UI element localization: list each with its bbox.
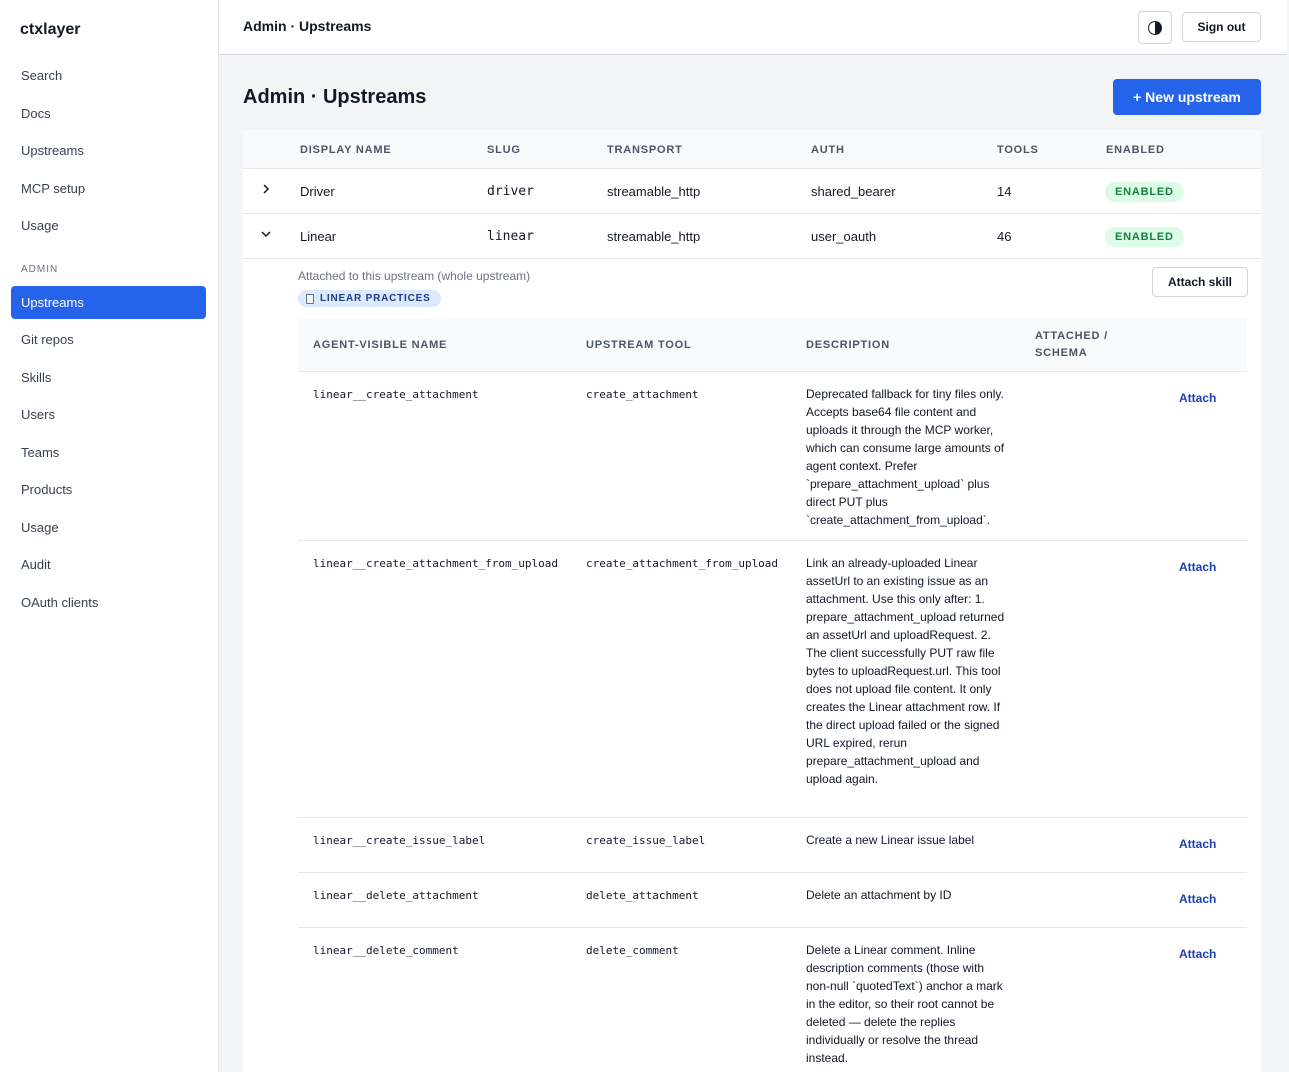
nav-section-admin: ADMIN — [21, 264, 59, 275]
skill-chip[interactable]: LINEAR PRACTICES — [298, 290, 441, 307]
column-header-enabled[interactable]: ENABLED — [1106, 144, 1165, 156]
tool-description: Create a new Linear issue label — [806, 833, 975, 847]
agent-visible-name: linear__create_attachment — [313, 388, 479, 401]
table-row: linear__delete_attachment delete_attachm… — [298, 873, 1247, 928]
attach-link[interactable]: Attach — [1179, 560, 1217, 574]
agent-visible-name: linear__delete_comment — [313, 944, 459, 957]
skill-chip-label: LINEAR PRACTICES — [320, 293, 431, 304]
sign-out-button[interactable]: Sign out — [1182, 12, 1261, 42]
upstream-tool-name: create_attachment_from_upload — [586, 557, 779, 570]
agent-visible-name: linear__create_issue_label — [313, 834, 486, 847]
tools-table-header: AGENT-VISIBLE NAME UPSTREAM TOOL DESCRIP… — [298, 319, 1247, 372]
tools-table: AGENT-VISIBLE NAME UPSTREAM TOOL DESCRIP… — [298, 319, 1247, 1072]
tool-description: Delete an attachment by ID — [806, 888, 952, 902]
upstream-auth: shared_bearer — [811, 184, 896, 199]
upstream-tool-name: delete_comment — [586, 944, 679, 957]
brand-logo[interactable]: ctxlayer — [20, 21, 81, 38]
nav-item-docs[interactable]: Docs — [21, 106, 51, 121]
nav-item-search[interactable]: Search — [21, 68, 63, 83]
attach-skill-button[interactable]: Attach skill — [1152, 267, 1248, 297]
nav-item-mcp-setup[interactable]: MCP setup — [21, 181, 86, 196]
nav-item-oauth-clients[interactable]: OAuth clients — [21, 595, 99, 610]
upstream-tool-name: create_attachment — [586, 388, 699, 401]
table-row: linear__create_attachment_from_upload cr… — [298, 541, 1247, 818]
upstream-transport: streamable_http — [607, 229, 701, 244]
table-header: DISPLAY NAME SLUG TRANSPORT AUTH TOOLS E… — [243, 130, 1261, 169]
document-icon — [306, 293, 314, 304]
half-circle-icon — [1148, 20, 1162, 35]
table-row[interactable]: Driver driver streamable_http shared_bea… — [243, 169, 1261, 214]
upstream-name: Driver — [300, 184, 335, 199]
page-title: Admin · Upstreams — [243, 86, 427, 108]
upstream-tools-count: 14 — [997, 184, 1012, 199]
column-header-upstream-tool[interactable]: UPSTREAM TOOL — [586, 339, 692, 351]
table-row: linear__create_attachment create_attachm… — [298, 372, 1247, 541]
attach-link[interactable]: Attach — [1179, 892, 1217, 906]
chevron-right-icon[interactable] — [261, 182, 271, 196]
nav-item-admin-usage[interactable]: Usage — [21, 520, 59, 535]
upstream-transport: streamable_http — [607, 184, 701, 199]
tool-description: Delete a Linear comment. Inline descript… — [806, 943, 1003, 1065]
upstream-name: Linear — [300, 229, 337, 244]
breadcrumb: Admin · Upstreams — [243, 18, 372, 34]
status-badge: ENABLED — [1105, 182, 1184, 202]
attach-link[interactable]: Attach — [1179, 391, 1217, 405]
column-header-description[interactable]: DESCRIPTION — [806, 339, 890, 351]
new-upstream-button[interactable]: + New upstream — [1113, 79, 1261, 115]
nav-item-admin-upstreams[interactable]: Upstreams — [11, 286, 206, 319]
tool-description: Deprecated fallback for tiny files only.… — [806, 387, 1005, 527]
column-header-schema[interactable]: SCHEMA — [1035, 347, 1088, 359]
chevron-down-icon[interactable] — [261, 227, 271, 241]
upstream-auth: user_oauth — [811, 229, 877, 244]
table-row[interactable]: Linear linear streamable_http user_oauth… — [243, 214, 1261, 259]
attach-link[interactable]: Attach — [1179, 837, 1217, 851]
nav-item-teams[interactable]: Teams — [21, 445, 60, 460]
nav-item-upstreams[interactable]: Upstreams — [21, 143, 84, 158]
column-header-transport[interactable]: TRANSPORT — [607, 144, 683, 156]
column-header-tools[interactable]: TOOLS — [997, 144, 1039, 156]
theme-toggle-button[interactable] — [1138, 11, 1172, 44]
nav-item-users[interactable]: Users — [21, 407, 55, 422]
upstreams-table: DISPLAY NAME SLUG TRANSPORT AUTH TOOLS E… — [243, 130, 1261, 1072]
nav-item-products[interactable]: Products — [21, 482, 73, 497]
upstream-slug: linear — [487, 229, 534, 244]
expanded-upstream-panel: Attached to this upstream (whole upstrea… — [243, 259, 1261, 1072]
nav-item-skills[interactable]: Skills — [21, 370, 52, 385]
status-badge: ENABLED — [1105, 227, 1184, 247]
tool-description: Link an already-uploaded Linear assetUrl… — [806, 556, 1005, 786]
column-header-slug[interactable]: SLUG — [487, 144, 521, 156]
table-row: linear__delete_comment delete_comment De… — [298, 928, 1247, 1072]
agent-visible-name: linear__create_attachment_from_upload — [313, 557, 559, 570]
column-header-display-name[interactable]: DISPLAY NAME — [300, 144, 392, 156]
nav-item-usage[interactable]: Usage — [21, 218, 59, 233]
upstream-tools-count: 46 — [997, 229, 1012, 244]
upstream-tool-name: create_issue_label — [586, 834, 706, 847]
attach-link[interactable]: Attach — [1179, 947, 1217, 961]
column-header-agent-visible-name[interactable]: AGENT-VISIBLE NAME — [313, 339, 448, 351]
sidebar: ctxlayer Search Docs Upstreams MCP setup… — [0, 0, 219, 1072]
top-bar: Admin · Upstreams Sign out — [219, 0, 1287, 55]
table-row: linear__create_issue_label create_issue_… — [298, 818, 1247, 873]
attached-skills-label: Attached to this upstream (whole upstrea… — [298, 269, 531, 283]
nav-item-audit[interactable]: Audit — [21, 557, 51, 572]
column-header-auth[interactable]: AUTH — [811, 144, 845, 156]
column-header-attached[interactable]: ATTACHED / — [1035, 330, 1108, 342]
upstream-slug: driver — [487, 184, 534, 199]
agent-visible-name: linear__delete_attachment — [313, 889, 479, 902]
upstream-tool-name: delete_attachment — [586, 889, 699, 902]
nav-item-git-repos[interactable]: Git repos — [21, 332, 74, 347]
